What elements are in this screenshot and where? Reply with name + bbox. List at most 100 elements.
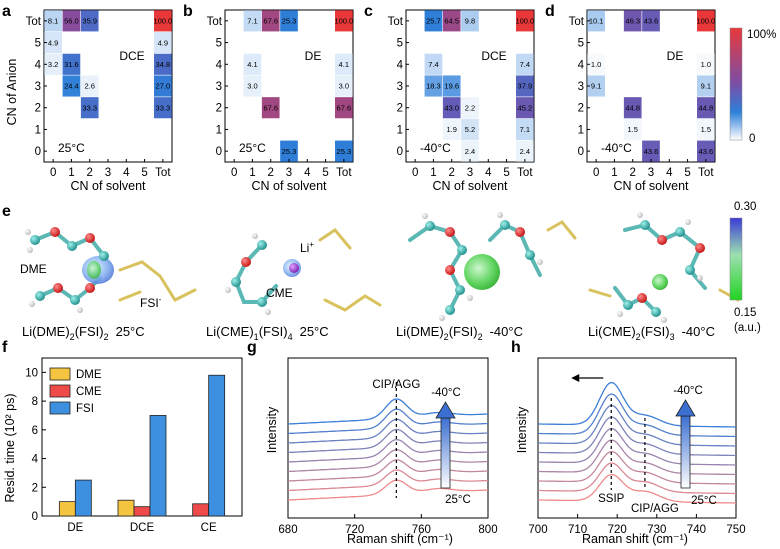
heatmap-cell (587, 53, 605, 75)
y-tick-label: 1 (397, 124, 403, 136)
heatmap-cell-label: 3.2 (48, 60, 58, 69)
temperature-arrow-head (675, 399, 696, 417)
ssip-label: SSIP (598, 493, 625, 505)
x-tick-label: 4 (485, 167, 492, 179)
legend-swatch (49, 384, 71, 398)
bar-cme (133, 506, 151, 517)
heatmap-cell (80, 10, 99, 32)
solvent-label: DCE (119, 49, 144, 63)
heatmap-cell (80, 97, 99, 119)
density-colorbar-min: 0.15 (734, 307, 756, 319)
heatmap-cell-label: 33.3 (82, 103, 97, 112)
raman-curve (287, 418, 489, 444)
heatmap-cell-label: 37.9 (518, 82, 533, 91)
heatmap-cell (697, 75, 715, 97)
bar-fsi (208, 374, 226, 517)
x-tick-label: 680 (278, 524, 297, 536)
solvent-label: DE (305, 49, 322, 63)
heatmap-cell-label: 2.2 (465, 103, 475, 112)
x-tick-label: 4 (304, 167, 311, 179)
panel-label-e: e (2, 203, 11, 220)
bar-dme (117, 499, 135, 517)
heatmap-cell-label: 43.0 (444, 103, 459, 112)
heatmap-cell (587, 10, 605, 32)
heatmap-cell-label: 56.0 (64, 17, 79, 26)
x-tick-label: Tot (155, 167, 171, 179)
density-colorbar-unit: (a.u.) (734, 322, 761, 334)
raman-curve (538, 439, 736, 476)
y-tick-label: 4 (216, 59, 223, 71)
x-tick-label: 720 (608, 524, 627, 536)
heatmap-cell-label: 45.2 (518, 103, 533, 112)
heatmap-cell-label: 1.0 (701, 60, 711, 69)
heatmap-c: 25.7 64.5 9.8 100.0 7.4 7.4 18.3 19.6 37.9 43.0 2.… (388, 9, 535, 193)
x-tick-label: 800 (478, 524, 497, 536)
heatmap-cell (642, 10, 660, 32)
temp-high-label: -40°C (431, 387, 461, 399)
heatmap-cell-label: 1.0 (591, 60, 601, 69)
x-tick-label: 700 (528, 524, 547, 536)
oxygen-atoms (50, 227, 705, 303)
heatmap-cell-label: 46.3 (625, 17, 640, 26)
raman-h-xlabel: Raman shift (cm⁻¹) (582, 532, 688, 546)
heatmap-cell (243, 75, 262, 97)
heatmap-d: 10.1 46.3 43.6 100.0 1.0 1.0 9.1 9.1 44.8 44.8 1.5… (569, 9, 716, 193)
heatmap-cell-label: 3.0 (339, 82, 349, 91)
heatmap-cell (80, 75, 99, 97)
legend-label: CME (76, 386, 102, 398)
x-tick-label: 1 (430, 167, 436, 179)
x-tick-label: 0 (593, 167, 599, 179)
heatmap-cell (154, 32, 172, 54)
heatmap-cell (424, 10, 443, 32)
carbon-atoms (30, 220, 695, 317)
heatmap-cell-label: 34.8 (156, 60, 171, 69)
fsi-label: FSI- (140, 295, 162, 310)
heatmap-xlabel: CN of solvent (613, 179, 689, 193)
shift-arrow-head (571, 374, 580, 382)
heatmap-cell (587, 75, 605, 97)
heatmap-cell (516, 140, 534, 162)
raman-curve (287, 408, 489, 435)
x-tick-label: 2 (268, 167, 274, 179)
density-colorbar: 0.30 0.15 (a.u.) (729, 201, 761, 334)
heatmap-cell-label: 44.8 (625, 103, 640, 112)
temperature-label: 25°C (239, 141, 266, 155)
heatmap-cell-label: 64.5 (444, 17, 459, 26)
panel-label-d: d (545, 3, 555, 20)
y-tick-label: 4 (32, 454, 39, 466)
y-tick-label: 3 (578, 81, 584, 93)
x-tick-label: Tot (517, 167, 533, 179)
raman-curve (287, 469, 489, 492)
heatmap-cell-label: 4.1 (339, 60, 349, 69)
x-tick-label: 740 (687, 524, 706, 536)
heatmap-cell-label: 2.4 (520, 147, 530, 156)
y-tick-label: 3 (216, 81, 222, 93)
density-colorbar-max: 0.30 (734, 201, 756, 213)
heatmap-cell (335, 53, 353, 75)
bar-dme (58, 501, 76, 517)
heatmap-cell-label: 8.1 (48, 17, 58, 26)
molecule-structures (25, 212, 740, 323)
heatmap-cell (44, 10, 62, 32)
cme-label: CME (266, 286, 293, 300)
raman-curve (538, 416, 736, 457)
raman-h-ylabel: Intensity (515, 406, 529, 453)
x-tick-label: 0 (412, 167, 418, 179)
heatmap-colorbar: 100% 0 (729, 27, 776, 145)
heatmap-cell-label: 100.0 (515, 17, 534, 26)
y-tick-label: 6 (32, 425, 38, 437)
raman-chart-g: 680 720 760 800 CIP/AGG -40°C 25°C (278, 357, 498, 536)
raman-curve (538, 393, 736, 438)
heatmap-cell (62, 10, 81, 32)
y-tick-label: 1 (216, 124, 222, 136)
bar-fsi (149, 415, 167, 517)
raman-curve (538, 462, 736, 495)
heatmap-cell-label: 67.6 (263, 103, 278, 112)
heatmap-a: 8.1 56.0 35.9 100.0 4.9 4.9 3.2 31.6 34.8 24.4 2.6… (26, 9, 173, 193)
heatmap-cell-label: 7.1 (520, 125, 530, 134)
x-tick-label: 5 (141, 167, 147, 179)
heatmap-cell-label: 5.2 (465, 125, 475, 134)
temp-high-label: -40°C (673, 385, 703, 397)
raman-curve (287, 479, 489, 501)
x-tick-label: 710 (568, 524, 587, 536)
